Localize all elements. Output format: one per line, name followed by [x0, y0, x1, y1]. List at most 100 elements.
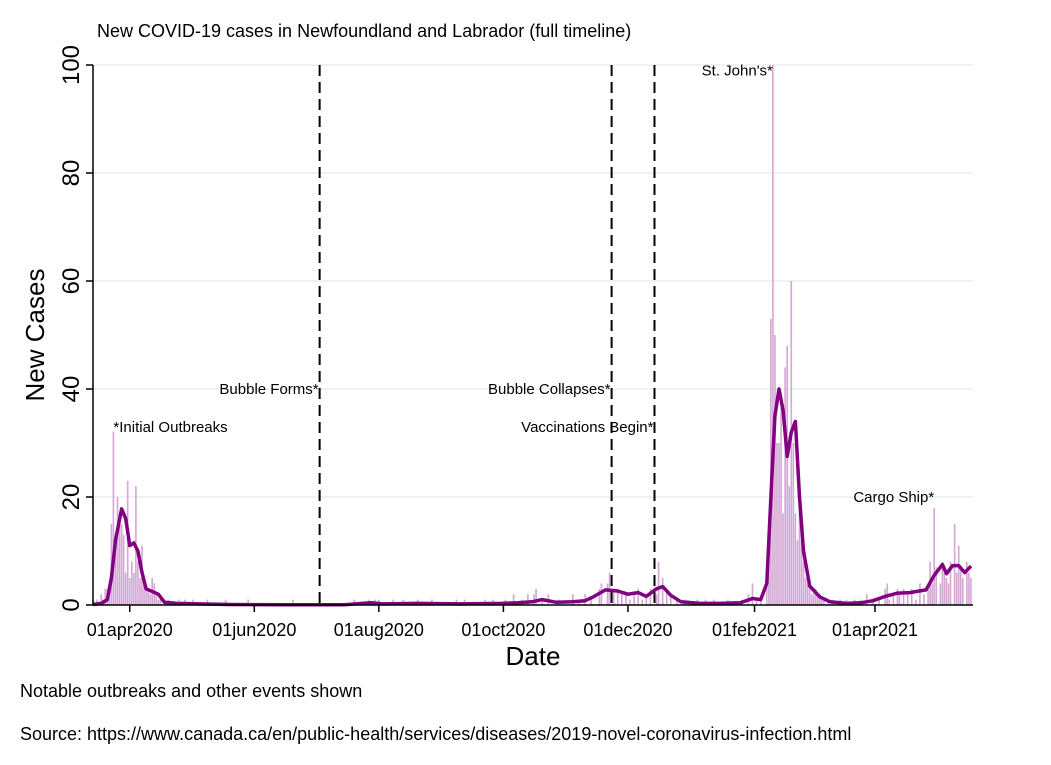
- bar-daily-cases: [535, 588, 537, 605]
- bar-daily-cases: [927, 588, 929, 605]
- bar-daily-cases: [774, 335, 776, 605]
- bar-daily-cases: [892, 594, 895, 605]
- bar-daily-cases: [778, 443, 780, 605]
- bar-daily-cases: [910, 588, 913, 605]
- bar-daily-cases: [823, 599, 825, 605]
- bar-daily-cases: [147, 588, 149, 605]
- y-tick-label: 40: [58, 376, 85, 403]
- daily-cases-bars: [92, 65, 972, 605]
- x-axis-label: Date: [506, 641, 561, 671]
- bar-daily-cases: [919, 583, 921, 605]
- bar-daily-cases: [657, 561, 660, 605]
- y-tick-label: 60: [58, 268, 85, 295]
- bar-daily-cases: [796, 540, 799, 605]
- x-tick-label: 01jun2020: [212, 620, 296, 640]
- bar-daily-cases: [970, 578, 972, 605]
- annotation-label: St. John's*: [702, 62, 773, 79]
- bar-daily-cases: [759, 599, 762, 605]
- bar-daily-cases: [541, 599, 544, 605]
- bar-daily-cases: [939, 583, 942, 605]
- y-axis-label: New Cases: [20, 269, 50, 402]
- x-tick-label: 01dec2020: [583, 620, 672, 640]
- bar-daily-cases: [571, 594, 574, 605]
- y-tick-label: 100: [58, 45, 85, 85]
- bar-daily-cases: [792, 443, 795, 605]
- bar-daily-cases: [804, 578, 807, 605]
- bar-daily-cases: [512, 594, 515, 605]
- seven-day-average: [92, 387, 973, 607]
- bar-daily-cases: [961, 578, 964, 605]
- bar-daily-cases: [130, 561, 133, 605]
- bar-daily-cases: [810, 594, 813, 605]
- y-tick-label: 20: [58, 484, 85, 511]
- x-tick-label: 01aug2020: [334, 620, 424, 640]
- bar-daily-cases: [898, 594, 901, 605]
- bar-daily-cases: [788, 486, 791, 605]
- bar-daily-cases: [765, 583, 768, 605]
- y-tick-label: 0: [58, 598, 85, 611]
- bar-daily-cases: [590, 599, 593, 605]
- bar-daily-cases: [616, 588, 619, 605]
- bar-daily-cases: [888, 599, 891, 605]
- bar-daily-cases: [915, 599, 917, 605]
- bar-daily-cases: [155, 594, 158, 605]
- bar-daily-cases: [116, 497, 119, 605]
- bar-daily-cases: [770, 318, 772, 605]
- bar-daily-cases: [959, 567, 962, 605]
- bar-daily-cases: [104, 588, 107, 605]
- bar-daily-cases: [637, 588, 639, 605]
- y-tick-label: 80: [58, 160, 85, 187]
- event-lines: [318, 65, 656, 605]
- bar-daily-cases: [794, 513, 797, 605]
- bar-daily-cases: [786, 345, 789, 605]
- bar-daily-cases: [661, 578, 664, 605]
- bar-daily-cases: [655, 594, 658, 605]
- x-tick-label: 01feb2021: [712, 620, 797, 640]
- bar-daily-cases: [124, 572, 127, 605]
- bar-daily-cases: [957, 545, 960, 605]
- bar-daily-cases: [641, 599, 644, 605]
- bar-daily-cases: [821, 599, 823, 605]
- bar-daily-cases: [790, 281, 793, 605]
- gridlines: [93, 64, 973, 498]
- bar-daily-cases: [145, 588, 147, 605]
- x-tick-label: 01oct2020: [461, 620, 545, 640]
- bar-daily-cases: [782, 513, 784, 605]
- annotations: Bubble Forms* Bubble Collapses* Vaccinatio…: [113, 62, 934, 506]
- bar-daily-cases: [776, 443, 778, 605]
- bar-daily-cases: [224, 599, 227, 605]
- bar-daily-cases: [122, 534, 125, 605]
- bar-daily-cases: [812, 588, 815, 605]
- annotation-label: Cargo Ship*: [853, 489, 934, 506]
- bar-daily-cases: [527, 594, 529, 605]
- bar-daily-cases: [159, 599, 162, 605]
- bar-daily-cases: [598, 588, 601, 605]
- note-events: Notable outbreaks and other events shown: [20, 681, 362, 701]
- bar-daily-cases: [814, 588, 817, 605]
- bar-daily-cases: [625, 594, 627, 605]
- x-tick-label: 01apr2020: [87, 620, 173, 640]
- bar-daily-cases: [112, 432, 115, 605]
- bar-daily-cases: [906, 594, 909, 605]
- bar-daily-cases: [933, 507, 936, 605]
- bar-daily-cases: [676, 599, 678, 605]
- bar-daily-cases: [100, 594, 102, 605]
- bar-daily-cases: [139, 578, 141, 605]
- bar-daily-cases: [292, 599, 294, 605]
- bar-daily-cases: [128, 578, 131, 605]
- bar-daily-cases: [149, 594, 151, 605]
- bar-daily-cases: [945, 578, 948, 605]
- bar-daily-cases: [947, 583, 950, 605]
- bar-daily-cases: [817, 594, 819, 605]
- bar-daily-cases: [633, 594, 635, 605]
- x-axis-ticks: 01apr2020 01jun2020 01aug2020 01oct2020 01de…: [87, 605, 918, 640]
- event-label: Vaccinations Begin*: [521, 419, 653, 436]
- bar-daily-cases: [649, 588, 652, 605]
- bar-daily-cases: [878, 599, 880, 605]
- bar-daily-cases: [612, 588, 615, 605]
- bar-daily-cases: [137, 561, 139, 605]
- bar-daily-cases: [941, 561, 944, 605]
- bar-daily-cases: [866, 594, 868, 605]
- bar-daily-cases: [806, 583, 809, 605]
